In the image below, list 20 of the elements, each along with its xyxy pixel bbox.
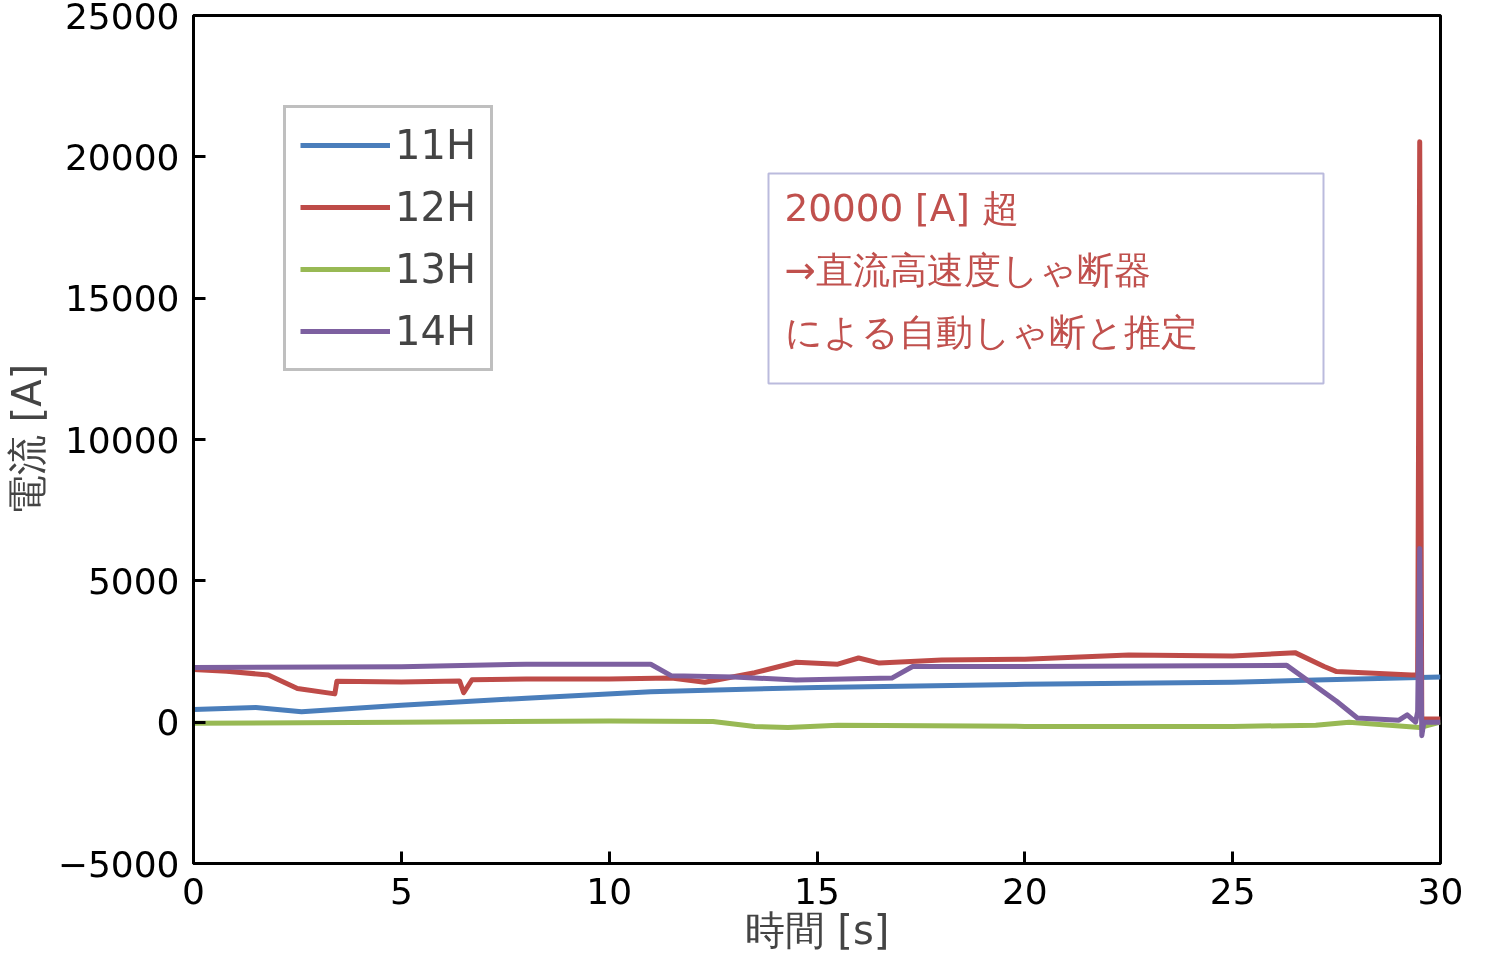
y-tick-label: 5000 [87,560,180,602]
x-tick-label: 25 [1209,870,1256,912]
legend-label: 13H [395,246,476,292]
x-tick-label: 20 [1001,870,1048,912]
y-axis-title: 電流 [A] [3,363,50,516]
x-tick-label: 5 [389,870,413,912]
y-tick-label: 20000 [64,136,180,178]
y-tick-label: 25000 [64,0,180,37]
legend-label: 14H [395,308,476,354]
y-tick-label: 0 [156,702,180,744]
legend-label: 11H [395,122,476,168]
y-tick-label: 10000 [64,419,180,461]
annotation: による自動しゃ断と推定 [784,309,1198,354]
legend-label: 12H [395,184,476,230]
annotation: 20000 [A] 超 [784,185,1019,230]
annotation: →直流高速度しゃ断器 [784,247,1151,292]
y-tick-label: 15000 [64,278,180,320]
x-tick-label: 10 [586,870,633,912]
x-tick-label: 30 [1417,870,1464,912]
y-tick-label: −5000 [57,843,180,885]
